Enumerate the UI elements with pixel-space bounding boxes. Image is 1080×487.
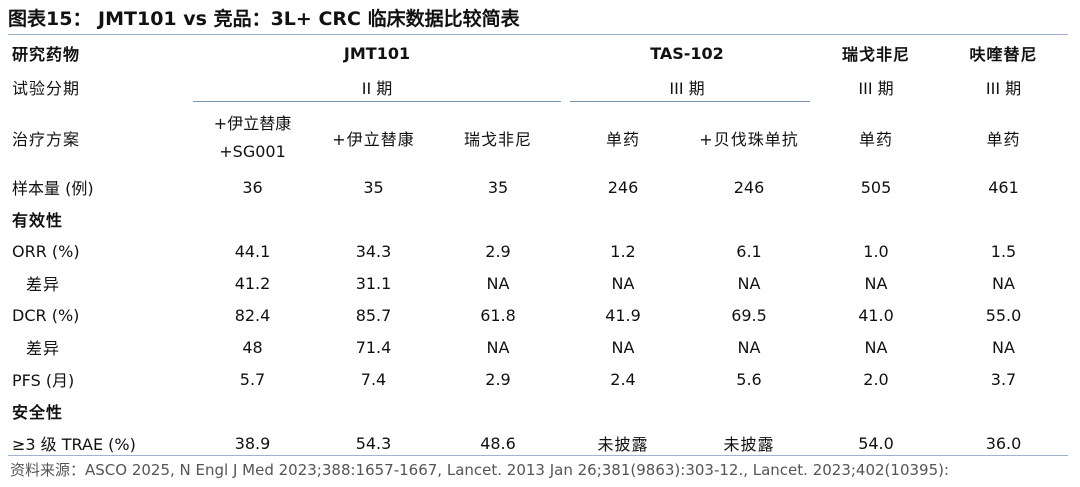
cell: 82.4 — [234, 305, 271, 325]
source-note: 资料来源：ASCO 2025, N Engl J Med 2023;388:16… — [10, 461, 950, 479]
row-label: PFS (月) — [12, 371, 75, 390]
cell: 41.0 — [858, 305, 894, 325]
cell: 2.0 — [863, 369, 889, 389]
cell: 未披露 — [723, 435, 775, 454]
cell: 35 — [487, 177, 509, 197]
section-efficacy: 有效性 — [12, 211, 64, 230]
table-row: 差异 41.2 31.1 NA NA NA NA NA — [8, 267, 1068, 299]
section-row: 有效性 — [8, 203, 1068, 235]
col-tas102: TAS-102 — [650, 43, 724, 63]
cell: NA — [737, 273, 761, 293]
header-row-phase: 试验分期 II 期 III 期 III 期 III 期 — [8, 69, 1068, 105]
section-row: 安全性 — [8, 395, 1068, 427]
cell: 6.1 — [736, 241, 762, 261]
cell: 2.9 — [485, 241, 511, 261]
top-rule — [8, 34, 1068, 35]
col-regorafenib: 瑞戈非尼 — [841, 45, 910, 64]
cell: NA — [992, 337, 1015, 357]
cell: 1.2 — [610, 241, 636, 261]
table-row: PFS (月) 5.7 7.4 2.9 2.4 5.6 2.0 3.7 — [8, 363, 1068, 395]
cell: 54.0 — [858, 433, 894, 453]
header-row-regimen: 治疗方案 +伊立替康 +SG001 +伊立替康 瑞戈非尼 单药 +贝伐珠单抗 单… — [8, 105, 1068, 171]
table-row: 样本量 (例) 36 35 35 246 246 505 461 — [8, 171, 1068, 203]
cell: NA — [864, 273, 888, 293]
comparison-table: 研究药物 JMT101 TAS-102 瑞戈非尼 呋喹替尼 试验分期 II 期 … — [8, 37, 1068, 459]
cell: 未披露 — [597, 435, 649, 454]
cell: 44.1 — [234, 241, 271, 261]
jmt-group-rule — [193, 101, 561, 102]
cell: 7.4 — [360, 369, 387, 389]
label-drug: 研究药物 — [12, 45, 81, 64]
regimen-cell: +伊立替康 — [332, 130, 415, 149]
header-row-drug: 研究药物 JMT101 TAS-102 瑞戈非尼 呋喹替尼 — [8, 37, 1068, 69]
col-jmt101: JMT101 — [343, 43, 411, 63]
tas-group-rule — [570, 101, 810, 102]
cell: NA — [992, 273, 1015, 293]
cell: 41.2 — [234, 273, 271, 293]
regimen-line: +伊立替康 — [213, 114, 292, 133]
row-label: DCR (%) — [12, 305, 80, 325]
cell: 5.7 — [239, 369, 266, 389]
phase-jmt: II 期 — [361, 79, 393, 98]
table-row: 差异 48 71.4 NA NA NA NA NA — [8, 331, 1068, 363]
section-safety: 安全性 — [12, 403, 64, 422]
cell: NA — [486, 337, 510, 357]
regimen-line: +SG001 — [219, 142, 286, 161]
regimen-cell: 单药 — [605, 130, 640, 149]
row-label: 差异 — [26, 339, 61, 358]
table-row: ≥3 级 TRAE (%) 38.9 54.3 48.6 未披露 未披露 54.… — [8, 427, 1068, 459]
cell: 3.7 — [990, 369, 1017, 389]
cell: 31.1 — [355, 273, 392, 293]
label-phase: 试验分期 — [12, 79, 81, 98]
cell: 505 — [860, 177, 892, 197]
figure-title: 图表15： JMT101 vs 竞品：3L+ CRC 临床数据比较简表 — [8, 8, 520, 30]
row-label: ≥3 级 TRAE (%) — [12, 435, 136, 454]
cell: NA — [737, 337, 761, 357]
row-label: 样本量 (例) — [12, 179, 94, 198]
regimen-cell: 单药 — [858, 130, 893, 149]
col-fruquintinib: 呋喹替尼 — [969, 45, 1038, 64]
table-row: DCR (%) 82.4 85.7 61.8 41.9 69.5 41.0 55… — [8, 299, 1068, 331]
table-row: ORR (%) 44.1 34.3 2.9 1.2 6.1 1.0 1.5 — [8, 235, 1068, 267]
cell: 48 — [242, 337, 263, 357]
cell: 34.3 — [355, 241, 392, 261]
cell: 71.4 — [355, 337, 392, 357]
cell: 246 — [607, 177, 639, 197]
cell: 36.0 — [985, 433, 1022, 453]
cell: 1.5 — [990, 241, 1017, 261]
cell: 2.4 — [610, 369, 636, 389]
phase-reg: III 期 — [858, 79, 894, 98]
cell: 48.6 — [480, 433, 516, 453]
cell: NA — [611, 273, 635, 293]
regimen-cell: 瑞戈非尼 — [463, 130, 532, 149]
cell: 5.6 — [736, 369, 762, 389]
cell: 36 — [242, 177, 263, 197]
cell: 69.5 — [731, 305, 767, 325]
cell: 2.9 — [485, 369, 511, 389]
cell: 85.7 — [355, 305, 392, 325]
cell: 55.0 — [985, 305, 1022, 325]
regimen-cell: +贝伐珠单抗 — [699, 130, 799, 149]
cell: 461 — [988, 177, 1019, 197]
cell: NA — [864, 337, 888, 357]
phase-fru: III 期 — [985, 79, 1022, 98]
cell: NA — [486, 273, 510, 293]
cell: 35 — [363, 177, 384, 197]
cell: 41.9 — [605, 305, 641, 325]
regimen-cell: 单药 — [986, 130, 1021, 149]
bottom-rule — [8, 455, 1068, 456]
cell: 1.0 — [863, 241, 889, 261]
cell: 61.8 — [480, 305, 516, 325]
row-label: ORR (%) — [12, 241, 80, 261]
phase-tas: III 期 — [669, 79, 705, 98]
cell: 54.3 — [355, 433, 392, 453]
regimen-cell: +伊立替康 +SG001 — [193, 105, 312, 171]
cell: NA — [611, 337, 635, 357]
row-label: 差异 — [26, 275, 61, 294]
label-regimen: 治疗方案 — [12, 130, 81, 149]
cell: 246 — [733, 177, 765, 197]
cell: 38.9 — [234, 433, 271, 453]
